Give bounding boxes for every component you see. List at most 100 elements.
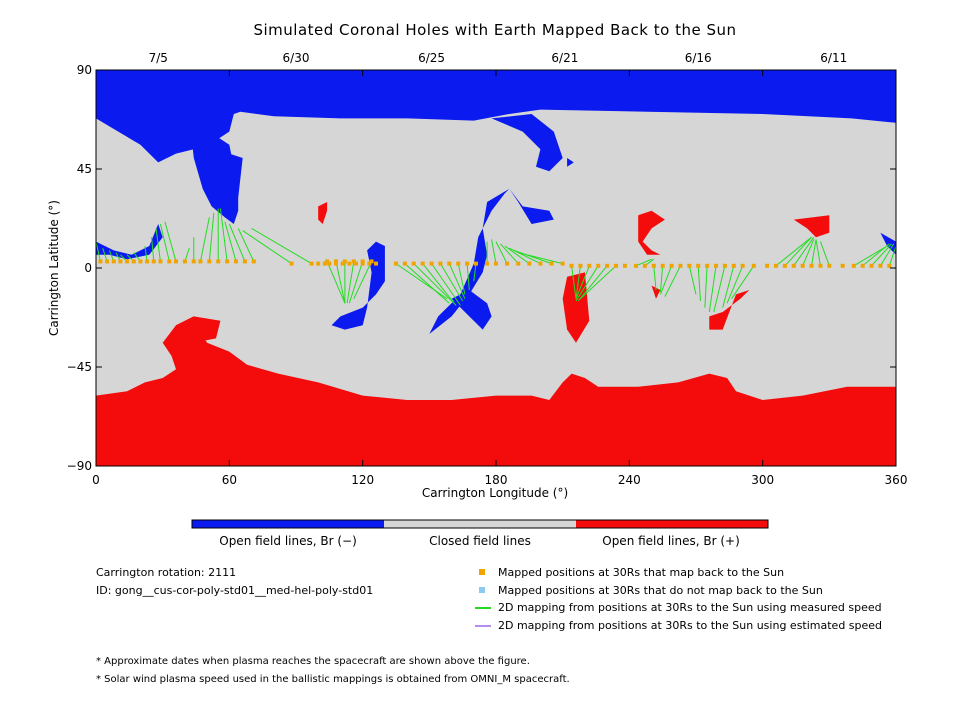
colorbar-segment: [576, 520, 768, 528]
mapped-point: [782, 263, 787, 268]
mapped-point: [818, 263, 823, 268]
mapping-line: [653, 265, 657, 291]
mapping-line: [802, 239, 815, 266]
mapping-line: [404, 263, 450, 304]
mapped-point: [374, 261, 378, 266]
coronal-hole-positive-16: [651, 285, 661, 299]
mapping-line: [219, 208, 228, 262]
mapping-line: [571, 265, 577, 299]
coronal-hole-negative-0: [96, 70, 896, 163]
colorbar-label-closed: Closed field lines: [429, 534, 531, 548]
mapping-line: [224, 221, 237, 262]
mapping-line: [326, 261, 346, 304]
mapped-point: [740, 263, 745, 268]
mapped-point: [151, 259, 156, 264]
mapped-points-layer: [98, 259, 892, 268]
coronal-hole-positive-18: [318, 202, 328, 224]
colorbar-label-negative: Open field lines, Br (−): [219, 534, 357, 548]
mapped-point: [765, 263, 770, 268]
mapped-point: [869, 263, 874, 268]
mapping-line: [348, 261, 364, 304]
mapping-line: [880, 243, 895, 267]
coronal-hole-negative-10: [880, 232, 896, 255]
mapped-point: [342, 259, 347, 264]
mapped-point: [402, 261, 407, 266]
mapping-line: [888, 245, 897, 266]
mapped-point: [705, 263, 710, 268]
mapped-point: [800, 263, 805, 268]
y-tick-label: −45: [67, 360, 92, 374]
mapped-point: [198, 259, 203, 264]
coronal-hole-positive-14: [709, 290, 750, 330]
mapping-line: [466, 263, 470, 291]
date-label: 6/30: [282, 51, 310, 65]
mapped-point: [851, 263, 856, 268]
legend-swatches: [475, 569, 491, 627]
carrington-rotation: Carrington rotation: 2111: [96, 566, 237, 579]
legend-measured-label: 2D mapping from positions at 30Rs to the…: [498, 601, 882, 614]
mapped-point: [225, 259, 230, 264]
mapping-line: [713, 265, 726, 313]
mapping-line: [208, 212, 215, 262]
note-dates: * Approximate dates when plasma reaches …: [96, 656, 530, 667]
x-tick-label: 60: [222, 473, 237, 487]
mapping-line: [775, 236, 812, 267]
mapping-line: [457, 263, 466, 295]
mapped-point: [429, 261, 434, 266]
mapping-line: [731, 265, 755, 300]
mapped-point: [678, 263, 683, 268]
mapped-point: [494, 261, 498, 266]
mapping-line: [495, 241, 508, 264]
mapping-line: [422, 263, 457, 306]
mapped-point: [125, 259, 130, 264]
mapped-point: [587, 263, 592, 268]
mapped-point: [578, 263, 583, 268]
mapped-point: [182, 259, 187, 264]
mapped-point: [549, 261, 554, 266]
mapped-point: [322, 261, 327, 266]
axes-layer: 0 60 120 180 240 300 360 90 45 0 −45 −90: [67, 63, 908, 487]
mapped-point: [474, 261, 478, 266]
colorbar-frame: [191, 519, 769, 529]
mapping-line: [862, 243, 890, 267]
colorbar-segment: [384, 520, 576, 528]
mapping-line: [95, 241, 101, 262]
legend-estimated-label: 2D mapping from positions at 30Rs to the…: [498, 619, 883, 632]
mapped-point: [145, 259, 150, 264]
note-speed: * Solar wind plasma speed used in the ba…: [96, 674, 570, 685]
mapping-line: [815, 239, 821, 266]
date-label: 6/11: [820, 51, 848, 65]
mapping-line: [575, 265, 581, 299]
mapping-line: [659, 265, 673, 295]
mapped-point: [158, 259, 163, 264]
mapped-point: [465, 261, 470, 266]
mapped-point: [138, 259, 143, 264]
mapping-line: [575, 265, 599, 302]
date-label: 7/5: [148, 51, 168, 65]
mapped-point: [191, 259, 196, 264]
mapped-point: [131, 259, 136, 264]
mapped-point: [216, 259, 221, 264]
mapped-point: [447, 261, 452, 266]
mapped-point: [622, 263, 627, 268]
mapping-line: [704, 265, 708, 308]
mapped-point: [731, 263, 736, 268]
chart-title: Simulated Coronal Holes with Earth Mappe…: [253, 21, 737, 39]
mapped-point: [167, 259, 172, 264]
mapped-point: [360, 261, 365, 266]
mapping-line: [871, 243, 892, 267]
mapped-point: [367, 261, 372, 266]
mapped-point: [242, 259, 247, 264]
mapped-point: [105, 259, 110, 264]
coronal-hole-negative-5: [509, 188, 554, 224]
mapping-line: [164, 221, 177, 262]
y-tick-label: 0: [84, 261, 92, 275]
mapping-line: [159, 223, 170, 262]
coronal-hole-positive-12: [176, 316, 221, 343]
mapped-point: [827, 263, 832, 268]
mapping-line: [155, 228, 161, 262]
mapping-line: [722, 265, 735, 308]
mapped-point: [411, 261, 416, 266]
mapped-point: [714, 263, 718, 268]
mapped-point: [251, 259, 256, 264]
